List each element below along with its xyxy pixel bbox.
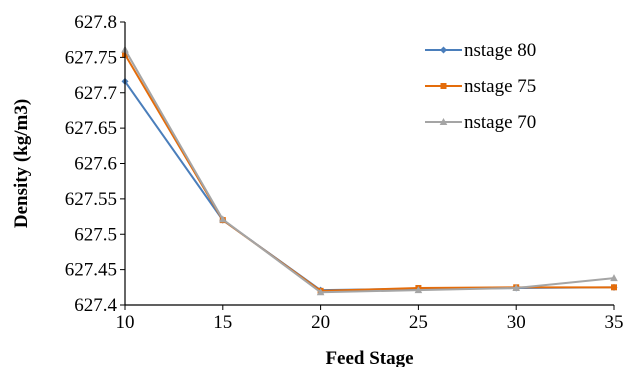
x-tick-label: 30 xyxy=(507,312,526,333)
data-point-marker xyxy=(440,46,447,54)
x-tick-label: 10 xyxy=(116,312,135,333)
x-tick-label: 25 xyxy=(409,312,428,333)
y-tick-label: 627.7 xyxy=(74,83,117,104)
series-line xyxy=(124,54,614,292)
y-axis-ticks: 627.4 627.45 627.5 627.55 627.6 627.65 627.7 62… xyxy=(65,12,125,316)
series-nstage-70 xyxy=(121,45,618,296)
legend-item: nstage 75 xyxy=(425,76,536,97)
data-point-marker xyxy=(219,215,227,223)
legend: nstage 80 nstage 75 nstage 70 xyxy=(425,40,536,133)
y-tick-label: 627.5 xyxy=(74,224,117,245)
y-tick-label: 627.45 xyxy=(65,260,117,281)
data-point-marker xyxy=(610,274,618,282)
legend-item: nstage 70 xyxy=(425,112,536,133)
y-tick-label: 627.4 xyxy=(74,295,117,316)
x-axis-ticks: 10 15 20 25 30 35 xyxy=(116,305,624,333)
series-nstage-80 xyxy=(121,77,618,294)
x-tick-label: 15 xyxy=(213,312,232,333)
legend-label: nstage 80 xyxy=(464,40,536,61)
y-tick-label: 627.55 xyxy=(65,189,117,210)
legend-item: nstage 80 xyxy=(425,40,536,61)
x-tick-label: 20 xyxy=(311,312,330,333)
y-axis-title: Density (kg/m3) xyxy=(11,99,32,228)
data-point-marker xyxy=(440,83,447,89)
data-point-marker xyxy=(414,286,423,294)
x-axis-title: Feed Stage xyxy=(325,348,413,367)
y-tick-label: 627.8 xyxy=(74,12,117,33)
data-point-marker xyxy=(316,288,325,296)
data-point-marker xyxy=(439,118,448,125)
series-line xyxy=(124,49,615,294)
y-tick-label: 627.75 xyxy=(65,47,117,68)
x-tick-label: 35 xyxy=(605,312,624,333)
data-point-marker xyxy=(611,284,617,291)
data-point-marker xyxy=(512,284,520,292)
legend-label: nstage 75 xyxy=(464,76,536,97)
y-tick-label: 627.6 xyxy=(74,154,117,175)
series-layer xyxy=(121,45,618,296)
series-line xyxy=(124,80,615,292)
y-tick-label: 627.65 xyxy=(65,118,117,139)
legend-label: nstage 70 xyxy=(464,112,536,133)
